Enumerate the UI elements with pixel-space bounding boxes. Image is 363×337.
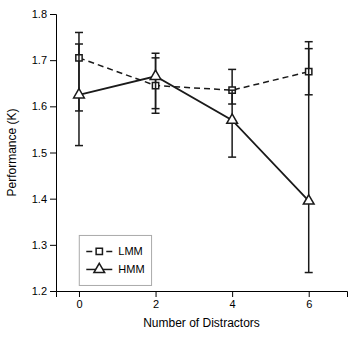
marker bbox=[303, 195, 314, 204]
tick: 1.6 bbox=[32, 100, 56, 112]
marker bbox=[74, 89, 85, 98]
error-cap bbox=[228, 69, 236, 71]
error-cap bbox=[75, 32, 83, 34]
error-cap bbox=[228, 156, 236, 158]
tick: 2 bbox=[153, 291, 159, 310]
tick-label: 1.2 bbox=[32, 285, 47, 297]
legend-label: LMM bbox=[118, 245, 142, 257]
tick-label: 1.5 bbox=[32, 147, 47, 159]
error-cap bbox=[75, 43, 83, 45]
tick: 6 bbox=[306, 291, 312, 310]
error-bar bbox=[155, 53, 157, 113]
tick: 0 bbox=[76, 291, 82, 310]
tick-label: 1.4 bbox=[32, 193, 47, 205]
tick-mark bbox=[50, 245, 56, 246]
legend-label: HMM bbox=[118, 263, 144, 275]
tick-label: 1.7 bbox=[32, 54, 47, 66]
tick-label: 4 bbox=[230, 298, 236, 310]
error-cap bbox=[152, 113, 160, 115]
tick-label: 1.6 bbox=[32, 100, 47, 112]
tick-mark bbox=[50, 199, 56, 200]
error-cap bbox=[228, 89, 236, 91]
legend-marker bbox=[94, 263, 105, 272]
error-bar bbox=[308, 42, 310, 273]
error-cap bbox=[305, 41, 313, 43]
tick-mark bbox=[79, 291, 80, 297]
tick: 1.7 bbox=[32, 54, 56, 66]
line bbox=[79, 76, 309, 201]
tick: 4 bbox=[230, 291, 236, 310]
tick-mark bbox=[50, 106, 56, 107]
legend: LMM HMM bbox=[79, 235, 151, 285]
y-axis: 1.2 1.3 1.4 1.5 1.6 1.7 1.8 bbox=[32, 8, 57, 297]
error-cap bbox=[152, 52, 160, 54]
legend-marker bbox=[96, 248, 102, 254]
tick-mark bbox=[50, 60, 56, 61]
marker bbox=[150, 70, 161, 79]
line bbox=[79, 58, 309, 90]
legend-box bbox=[79, 235, 151, 285]
x-axis-title: Number of Distractors bbox=[143, 316, 260, 330]
tick: 1.5 bbox=[32, 147, 56, 159]
tick-label: 1.3 bbox=[32, 239, 47, 251]
tick: 1.8 bbox=[32, 8, 56, 20]
x-axis: 0 2 4 6 bbox=[57, 291, 348, 310]
tick-label: 6 bbox=[306, 298, 312, 310]
tick-mark bbox=[232, 291, 233, 297]
tick-mark bbox=[309, 291, 310, 297]
tick: 1.3 bbox=[32, 239, 56, 251]
tick-mark bbox=[50, 14, 56, 15]
tick-label: 2 bbox=[153, 298, 159, 310]
error-cap bbox=[305, 272, 313, 274]
tick-mark bbox=[50, 291, 56, 292]
tick-mark bbox=[156, 291, 157, 297]
tick: 1.2 bbox=[32, 285, 56, 297]
marker bbox=[227, 114, 238, 123]
tick: 1.4 bbox=[32, 193, 56, 205]
tick-label: 1.8 bbox=[32, 8, 47, 20]
tick-label: 0 bbox=[76, 298, 82, 310]
tick-mark bbox=[50, 153, 56, 154]
y-axis-title: Performance (K) bbox=[5, 108, 19, 196]
chart: 0 2 4 6 1.2 1.3 1.4 1.5 1.6 1.7 1.8 Number of Distr… bbox=[0, 0, 363, 337]
axis-line bbox=[50, 15, 57, 292]
error-cap bbox=[75, 145, 83, 147]
axis-line bbox=[57, 292, 348, 298]
